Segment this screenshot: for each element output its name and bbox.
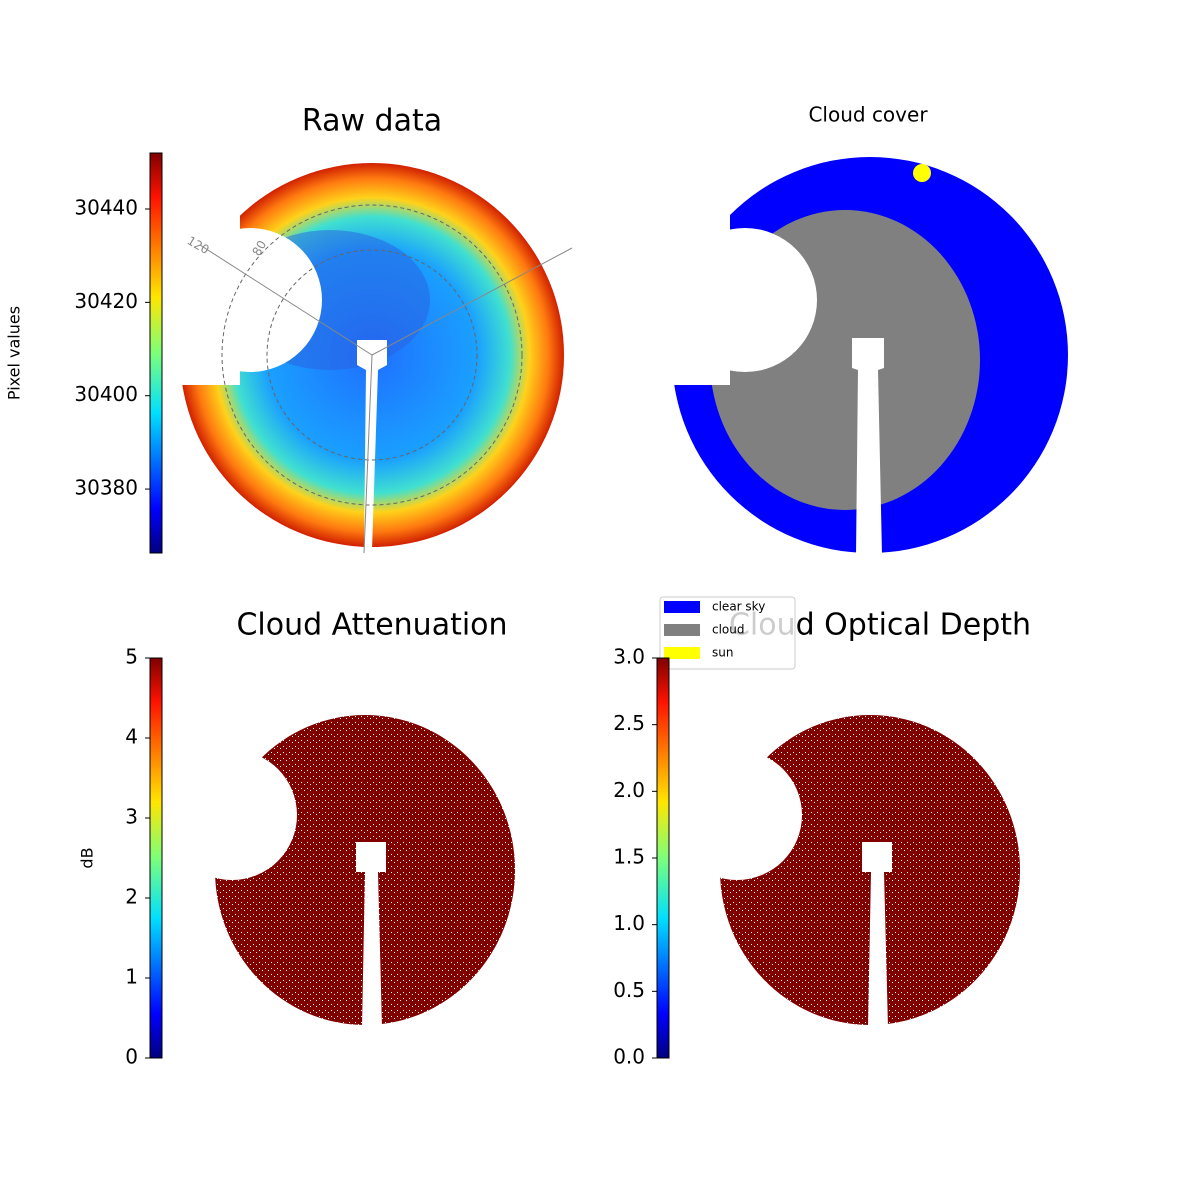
colorbar-tick-label: 2 <box>125 885 138 909</box>
legend: clear sky cloud sun <box>659 596 796 670</box>
panel-title: Cloud cover <box>808 103 928 127</box>
colorbar-tick-label: 0 <box>125 1045 138 1069</box>
legend-label: sun <box>712 646 733 660</box>
colorbar-tick-label: 30380 <box>74 476 138 500</box>
colorbar-tick-label: 2.0 <box>613 778 645 802</box>
legend-swatch <box>664 601 700 613</box>
colorbar-tick-label: 30400 <box>74 382 138 406</box>
legend-label: cloud <box>712 623 745 637</box>
panel-title: Cloud Attenuation <box>236 608 507 643</box>
colorbar-tick-label: 3.0 <box>613 645 645 669</box>
colorbar-tick-label: 5 <box>125 645 138 669</box>
colorbar-tick-label: 30440 <box>74 196 138 220</box>
panel-title: Raw data <box>302 104 442 139</box>
legend-swatch <box>664 647 700 659</box>
legend-swatch <box>664 624 700 636</box>
colorbar-label: dB <box>78 847 97 868</box>
colorbar <box>656 657 670 1059</box>
colorbar-tick-label: 3 <box>125 805 138 829</box>
optical-depth-image <box>672 715 1020 1028</box>
cloud-cover-image <box>660 157 1068 555</box>
raw-image <box>170 160 573 554</box>
colorbar-tick-label: 0.0 <box>613 1045 645 1069</box>
polar-label: 80 <box>250 238 270 258</box>
colorbar <box>149 657 163 1059</box>
colorbar-tick-label: 2.5 <box>613 711 645 735</box>
colorbar-tick-label: 4 <box>125 725 138 749</box>
colorbar-tick-label: 1.5 <box>613 845 645 869</box>
colorbar-tick-label: 0.5 <box>613 978 645 1002</box>
colorbar <box>149 152 163 554</box>
legend-label: clear sky <box>712 600 765 614</box>
attenuation-image <box>167 715 515 1028</box>
colorbar-tick-label: 1 <box>125 965 138 989</box>
colorbar-tick-label: 1.0 <box>613 911 645 935</box>
colorbar-tick-label: 30420 <box>74 289 138 313</box>
colorbar-label: Pixel values <box>5 306 24 400</box>
